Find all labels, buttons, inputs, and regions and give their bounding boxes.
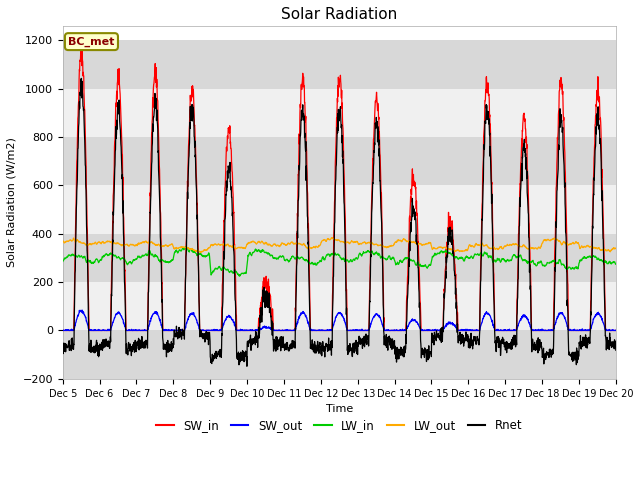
Rnet — [612, 348, 620, 353]
SW_out — [612, 327, 620, 333]
SW_in — [563, 269, 571, 275]
LW_out — [564, 240, 572, 246]
LW_out — [612, 246, 620, 252]
LW_in — [356, 251, 364, 256]
SW_in — [500, 328, 508, 334]
SW_out — [214, 328, 221, 334]
SW_out — [368, 319, 376, 324]
SW_in — [579, 328, 586, 334]
Rnet — [564, 297, 572, 303]
SW_out — [356, 327, 364, 333]
SW_in — [77, 42, 85, 48]
SW_out — [579, 328, 587, 334]
Bar — [63, 137, 616, 185]
Rnet — [368, 210, 376, 216]
SW_out — [78, 307, 86, 313]
Rnet — [59, 351, 67, 357]
LW_in — [579, 255, 587, 261]
Line: LW_out: LW_out — [63, 238, 616, 252]
LW_out — [356, 241, 364, 247]
Title: Solar Radiation: Solar Radiation — [281, 7, 397, 22]
Text: BC_met: BC_met — [68, 36, 115, 47]
LW_in — [564, 266, 572, 272]
LW_out — [368, 240, 376, 246]
Bar — [63, 185, 616, 234]
LW_in — [236, 273, 244, 279]
LW_in — [182, 244, 189, 250]
LW_out — [59, 238, 67, 243]
Line: LW_in: LW_in — [63, 247, 616, 276]
Legend: SW_in, SW_out, LW_in, LW_out, Rnet: SW_in, SW_out, LW_in, LW_out, Rnet — [151, 414, 527, 436]
Line: Rnet: Rnet — [63, 78, 616, 366]
Line: SW_out: SW_out — [63, 310, 616, 331]
Bar — [63, 282, 616, 331]
LW_in — [368, 248, 376, 254]
Rnet — [500, 344, 508, 350]
SW_out — [59, 327, 67, 333]
X-axis label: Time: Time — [326, 404, 353, 414]
Rnet — [213, 351, 221, 357]
Bar — [63, 89, 616, 137]
SW_out — [500, 328, 508, 334]
Y-axis label: Solar Radiation (W/m2): Solar Radiation (W/m2) — [7, 137, 17, 267]
SW_in — [367, 205, 375, 211]
SW_in — [59, 328, 67, 334]
LW_out — [213, 242, 221, 248]
LW_out — [328, 235, 336, 240]
LW_in — [612, 262, 620, 267]
Bar — [63, 40, 616, 89]
SW_in — [213, 328, 221, 334]
LW_in — [213, 266, 221, 272]
SW_out — [60, 328, 67, 334]
Rnet — [579, 336, 587, 342]
LW_in — [59, 259, 67, 264]
SW_out — [564, 324, 572, 330]
Rnet — [243, 363, 251, 369]
Rnet — [356, 335, 364, 341]
Bar — [63, 331, 616, 379]
Line: SW_in: SW_in — [63, 45, 616, 331]
LW_in — [500, 256, 508, 262]
LW_out — [579, 244, 587, 250]
SW_in — [356, 328, 364, 334]
SW_in — [612, 328, 620, 334]
Rnet — [77, 75, 85, 81]
Bar — [63, 234, 616, 282]
LW_out — [500, 243, 508, 249]
LW_out — [196, 249, 204, 255]
